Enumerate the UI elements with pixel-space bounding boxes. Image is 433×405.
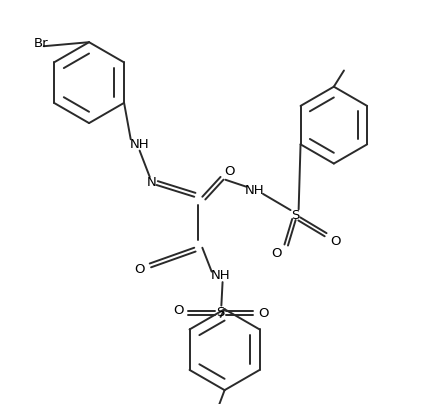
Text: S: S [291,208,300,221]
Text: NH: NH [130,137,149,151]
Text: O: O [271,247,281,260]
Text: NH: NH [245,184,265,197]
Text: O: O [224,164,235,177]
Text: O: O [258,307,268,320]
Text: O: O [134,262,145,275]
Text: N: N [147,176,157,189]
Text: S: S [216,305,225,318]
Text: Br: Br [34,36,48,49]
Text: NH: NH [211,269,230,281]
Text: O: O [330,234,341,247]
Text: O: O [173,303,183,316]
